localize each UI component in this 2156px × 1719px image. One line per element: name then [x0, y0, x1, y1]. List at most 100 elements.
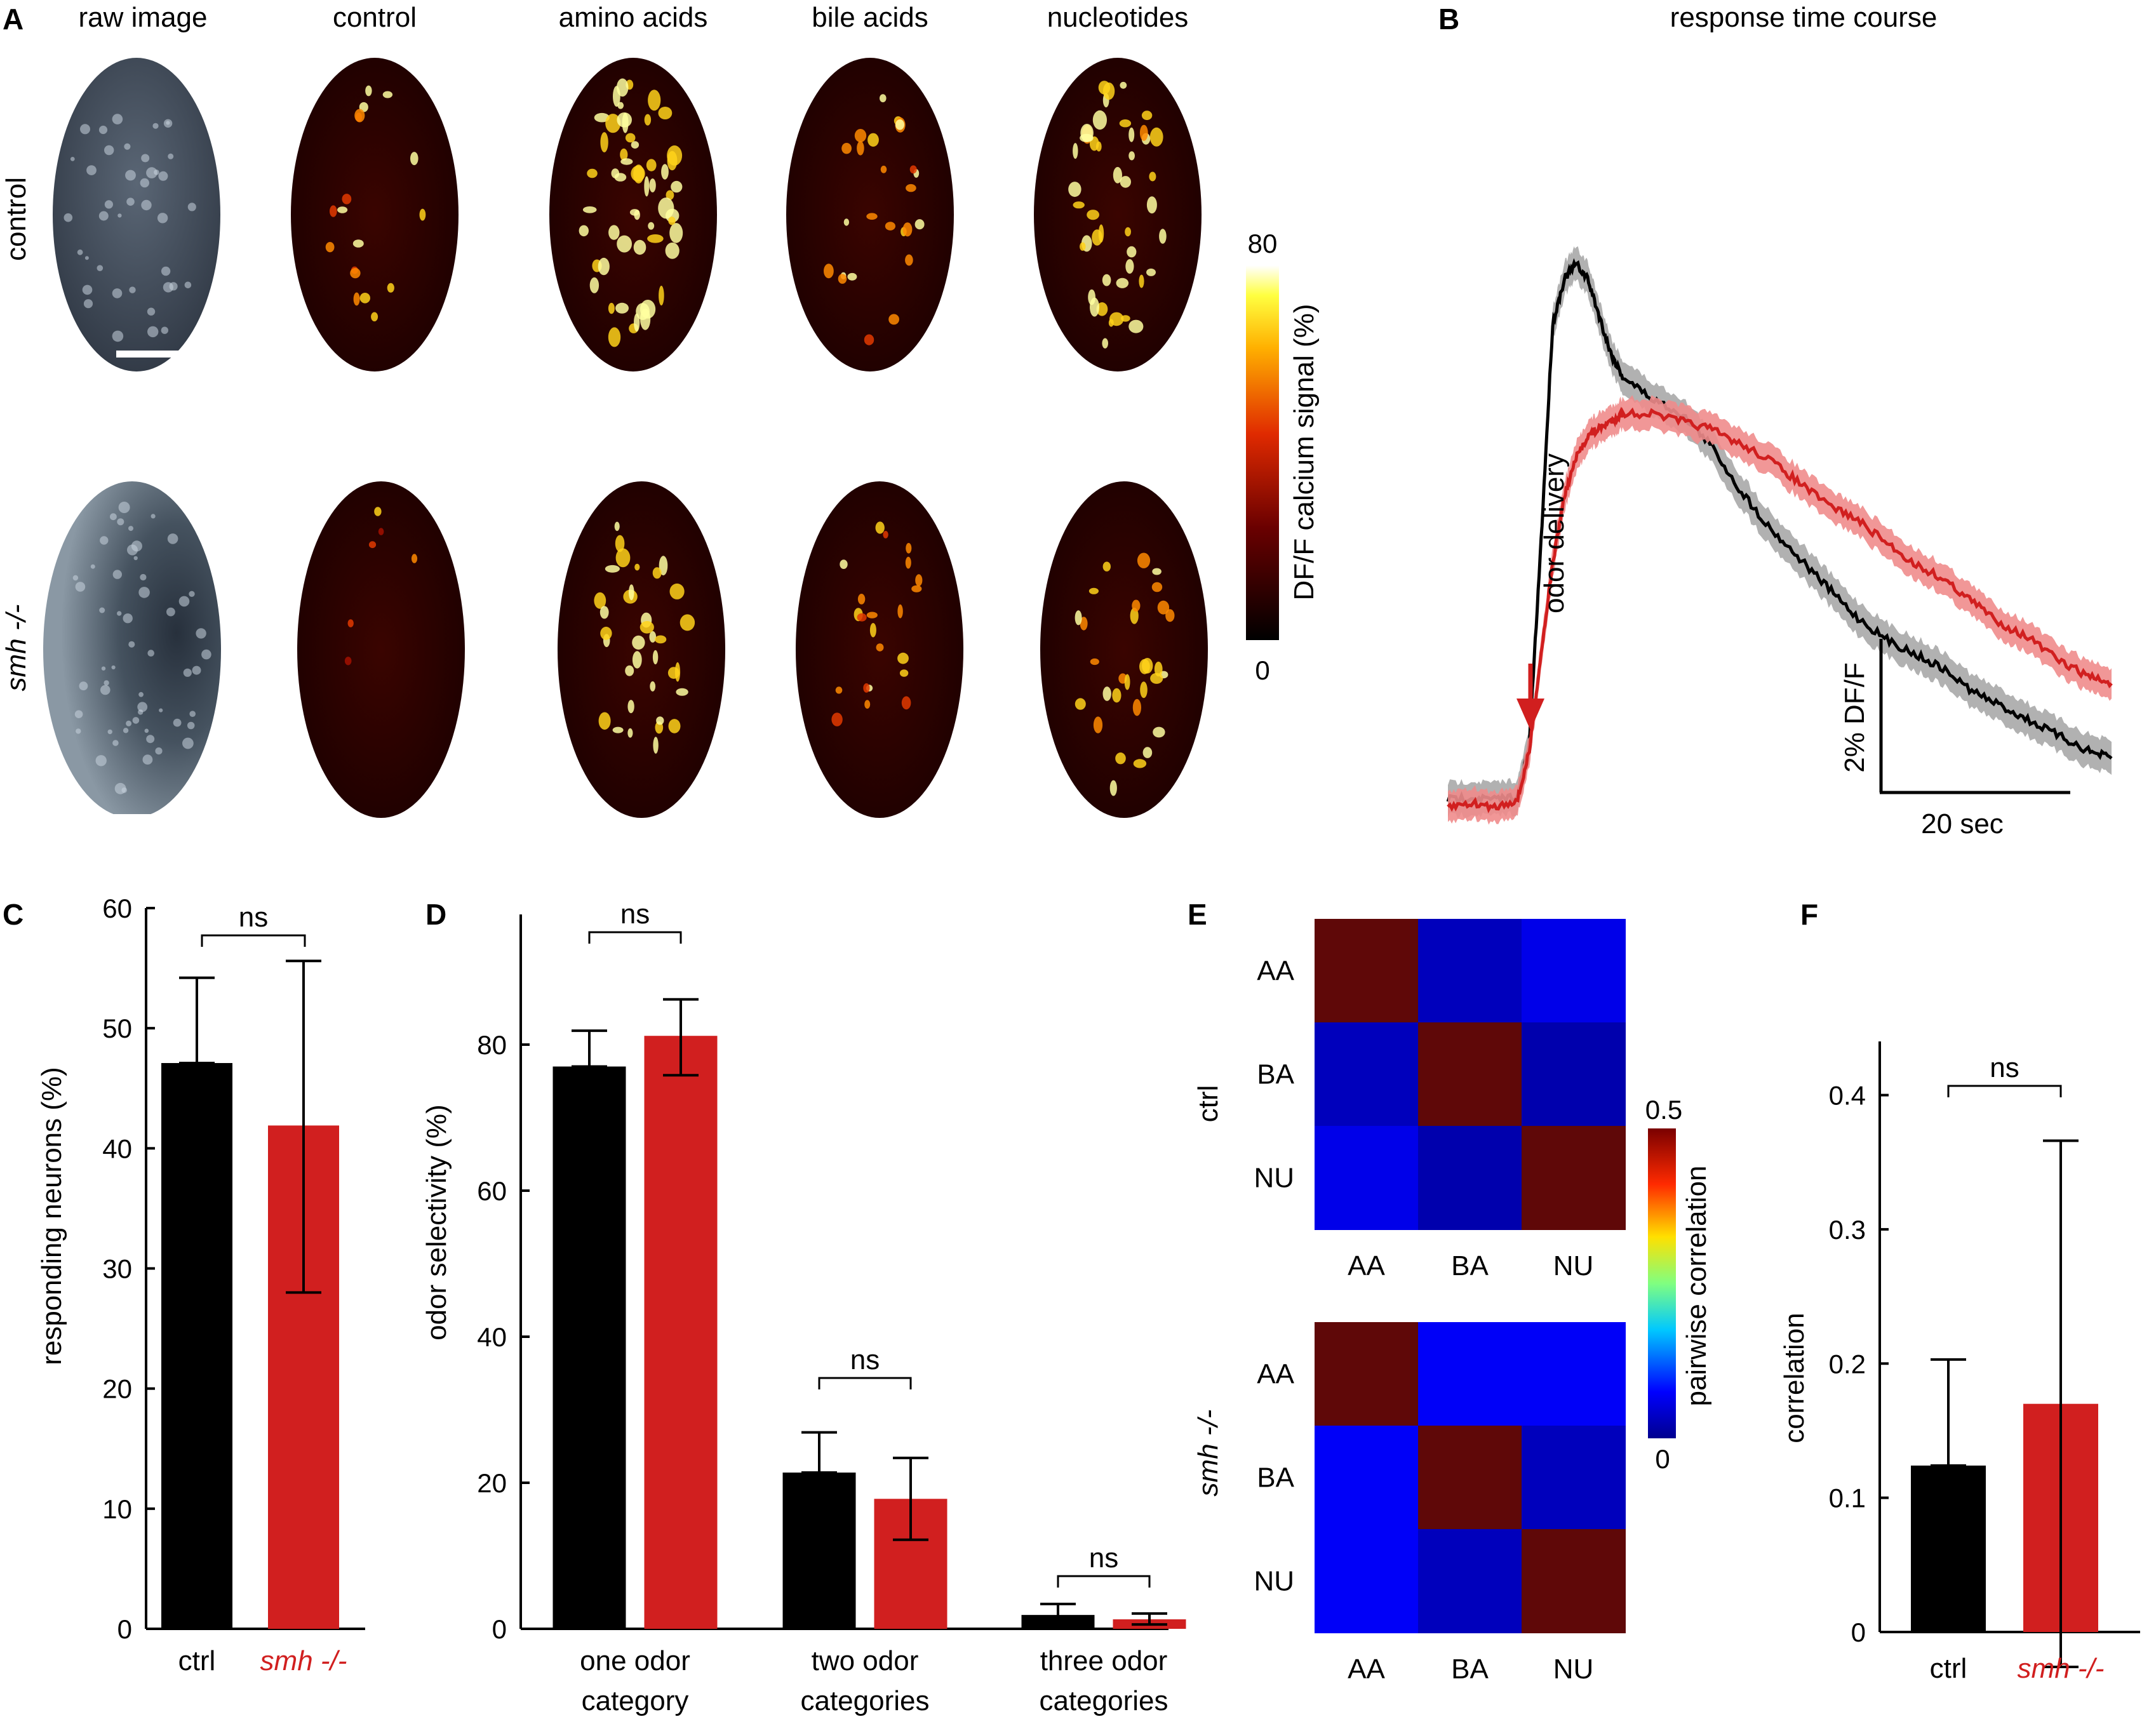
rawDots2-cell-44 [183, 668, 192, 677]
rawDots2-cell-23 [117, 518, 124, 526]
raw-image-control-cells [64, 114, 196, 342]
panel-a: A raw image control amino acids bile aci… [1, 2, 1320, 821]
hotspot-5-14 [627, 700, 634, 714]
rawDots1-cell-32 [147, 326, 159, 338]
panel-c: C 0 10 20 30 40 50 60 ctrl smh -/- ns responding … [3, 893, 365, 1676]
hotspot-3-12 [1141, 110, 1153, 121]
rawDots1-cell-17 [129, 286, 136, 293]
rawDots1-cell-35 [141, 199, 152, 211]
heatmap-smh-amino-acids [558, 481, 725, 818]
rawDots2-cell-13 [142, 754, 153, 765]
chart-e-rowlabel-1-1: BA [1257, 1462, 1294, 1494]
rawDots1-cell-38 [97, 265, 104, 272]
rawDots2-cell-40 [132, 717, 140, 724]
rawDots2-cell-38 [137, 702, 148, 712]
chart-d-plot: 0 20 40 60 80 one odor category ns two odor categ… [477, 899, 1186, 1716]
colorbar-correlation-max: 0.5 [1645, 1095, 1682, 1125]
rawDots2-cell-7 [99, 607, 105, 613]
hotspot-1-20 [615, 302, 629, 314]
hotspot-1-21 [634, 313, 640, 332]
rawDots2-cell-1 [110, 513, 117, 521]
hotspot-2-17 [864, 334, 874, 345]
chart-c-xlabel-0: ctrl [178, 1645, 216, 1676]
raw-image-smh [43, 481, 221, 818]
chart-d-xlabel-1-0: two odor [812, 1645, 919, 1676]
hotspot-0-17 [352, 239, 364, 248]
hotspot-5-30 [600, 626, 612, 640]
row-label-control: control [1, 177, 32, 261]
hotspot-6-14 [915, 574, 923, 587]
rawDots2-cell-33 [79, 681, 88, 691]
hotspot-2-1 [880, 165, 887, 173]
hotspot-3-41 [1102, 82, 1115, 100]
panel-f: F 0 0.1 0.2 0.3 0.4 ctrl smh -/- ns correlation [1779, 898, 2140, 1684]
hotspot-1-48 [644, 114, 652, 126]
chart-e-cell-1-0-2 [1522, 1322, 1626, 1426]
rawDots1-cell-0 [80, 124, 90, 135]
scale-bar-control [116, 351, 178, 358]
rawDots2-cell-31 [182, 737, 194, 749]
scale-bar-smh [113, 814, 175, 821]
chart-f-bar-0 [1911, 1465, 1986, 1632]
hotspot-3-25 [1095, 141, 1102, 152]
hotspot-5-32 [614, 521, 620, 532]
hotspot-6-8 [911, 585, 922, 592]
rawDots1-cell-7 [187, 203, 196, 211]
chart-c-ytick-label-3: 30 [102, 1254, 132, 1284]
hotspot-7-15 [1133, 759, 1147, 768]
chart-d-xlabel-2-0: three odor [1040, 1645, 1168, 1676]
chart-f-ytick-label-3: 0.3 [1829, 1215, 1866, 1245]
rawDots2-cell-19 [173, 718, 182, 727]
chart-c-ytick-label-2: 20 [102, 1374, 132, 1404]
chart-d-bar-0-smh [644, 1036, 718, 1629]
hotspot-1-18 [608, 225, 620, 240]
rawDots2-cell-14 [187, 721, 195, 730]
hotspot-3-26 [1159, 229, 1167, 244]
hotspot-2-6 [841, 143, 852, 154]
rawDots2-cell-12 [159, 708, 163, 712]
rawDots2-cell-43 [117, 611, 122, 616]
hotspot-0-7 [359, 293, 370, 304]
hotspot-5-23 [653, 737, 659, 754]
hotspot-3-14 [1073, 143, 1078, 159]
hotspot-1-5 [644, 176, 650, 197]
hotspot-6-17 [863, 683, 870, 693]
rawDots2-cell-17 [104, 680, 109, 686]
hotspot-5-33 [667, 667, 680, 679]
chart-c-ytick-label-6: 60 [102, 893, 132, 923]
panel-label-d: D [425, 898, 446, 931]
chart-c-ytick-label-0: 0 [117, 1614, 132, 1644]
rawDots1-cell-36 [117, 213, 122, 218]
chart-d-0-sig-bracket [588, 931, 682, 944]
hotspot-5-28 [680, 614, 695, 631]
rawDots2-cell-53 [123, 728, 129, 733]
chart-e-cell-1-0-1 [1418, 1322, 1522, 1426]
hotspot-7-28 [1102, 686, 1111, 701]
hotspot-3-30 [1146, 196, 1157, 214]
hotspot-7-17 [1142, 658, 1153, 674]
hotspot-0-11 [387, 283, 394, 293]
hotspot-1-25 [668, 217, 676, 225]
rawDots1-cell-26 [112, 114, 123, 124]
hotspot-3-17 [1120, 315, 1130, 322]
hotspot-6-21 [869, 623, 876, 638]
hotspot-1-50 [617, 102, 624, 109]
hotspot-1-16 [649, 178, 656, 192]
hotspot-5-2 [615, 548, 631, 568]
panel-b: B response time course odor delivery 2% … [1438, 2, 2113, 839]
col-label-control: control [333, 2, 417, 33]
hotspot-7-10 [1142, 747, 1153, 758]
chart-e-cell-0-2-1 [1418, 1126, 1522, 1230]
chart-d-ytick-label-2: 40 [477, 1322, 507, 1352]
row-label-smh: smh -/- [1, 605, 32, 692]
rawDots2-cell-47 [131, 540, 142, 552]
chart-c-ytick-label-5: 50 [102, 1013, 132, 1043]
rawDots2-cell-25 [167, 533, 178, 544]
chart-d-2-sig-bracket [1057, 1575, 1151, 1588]
rawDots2-cell-32 [138, 587, 150, 598]
scalebar-y-label: 2% DF/F [1839, 662, 1870, 773]
hotspot-3-7 [1128, 151, 1135, 161]
rawDots1-cell-19 [161, 326, 168, 334]
rawDots2-cell-27 [111, 665, 116, 670]
hotspot-7-6 [1165, 609, 1175, 622]
